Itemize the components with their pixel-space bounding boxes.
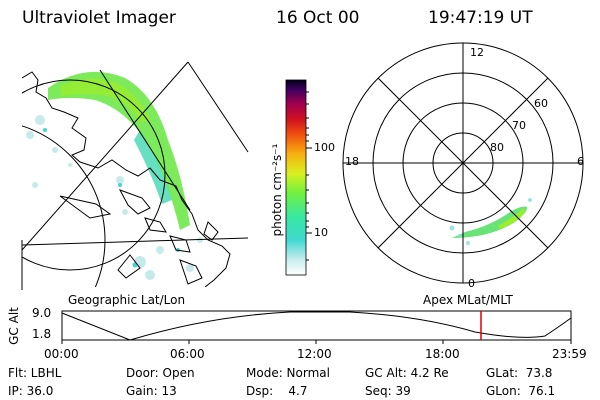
info-dsp: Dsp: 4.7 [246, 384, 308, 398]
altitude-axis-ticks [61, 340, 572, 344]
time-tick-1800: 18:00 [425, 347, 460, 361]
geographic-image [22, 61, 248, 287]
mlt-label-6: 6 [577, 155, 584, 168]
time-tick-0000: 00:00 [44, 347, 79, 361]
info-glat: GLat: 73.8 [486, 366, 553, 380]
colorbar [285, 79, 307, 276]
time-tick-1200: 12:00 [297, 347, 332, 361]
aurora-oval-polar [452, 206, 528, 238]
app-title: Ultraviolet Imager [22, 8, 176, 28]
colorbar-tick-10: 10 [314, 226, 328, 239]
altitude-ylabel: GC Alt [7, 307, 21, 345]
mlt-label-12: 12 [470, 46, 484, 59]
date-label: 16 Oct 00 [276, 8, 360, 28]
info-door: Door: Open [126, 366, 195, 380]
mlt-label-0: 0 [468, 277, 475, 290]
geographic-grid [22, 61, 248, 287]
info-gc-alt: GC Alt: 4.2 Re [365, 366, 449, 380]
altitude-tick-1-8: 1.8 [32, 327, 52, 341]
colorbar-unit-label: photon cm⁻²s⁻¹ [270, 143, 284, 237]
mlat-label-70: 70 [512, 119, 526, 132]
geographic-panel-label: Geographic Lat/Lon [68, 293, 186, 307]
time-tick-0600: 06:00 [170, 347, 205, 361]
coastline-outline [22, 71, 231, 287]
info-seq: Seq: 39 [365, 384, 411, 398]
altitude-curve [61, 311, 572, 341]
info-gain: Gain: 13 [126, 384, 177, 398]
mlt-label-18: 18 [345, 155, 359, 168]
aurora-oval-geographic [48, 71, 190, 231]
info-glon: GLon: 76.1 [486, 384, 556, 398]
apex-panel-label: Apex MLat/MLT [423, 293, 513, 307]
time-tick-2359: 23:59 [552, 347, 587, 361]
altitude-tick-9: 9.0 [32, 306, 52, 320]
mlat-label-80: 80 [490, 141, 504, 154]
map-boundary [21, 61, 249, 290]
info-filter: Flt: LBHL [8, 366, 62, 380]
info-mode: Mode: Normal [246, 366, 330, 380]
info-ip: IP: 36.0 [8, 384, 54, 398]
colorbar-tick-100: 100 [314, 141, 335, 154]
polar-plot [342, 42, 584, 284]
altitude-plot-frame [61, 310, 572, 341]
colorbar-ticks [306, 91, 312, 261]
time-label: 19:47:19 UT [428, 8, 533, 28]
mlat-label-60: 60 [534, 97, 548, 110]
